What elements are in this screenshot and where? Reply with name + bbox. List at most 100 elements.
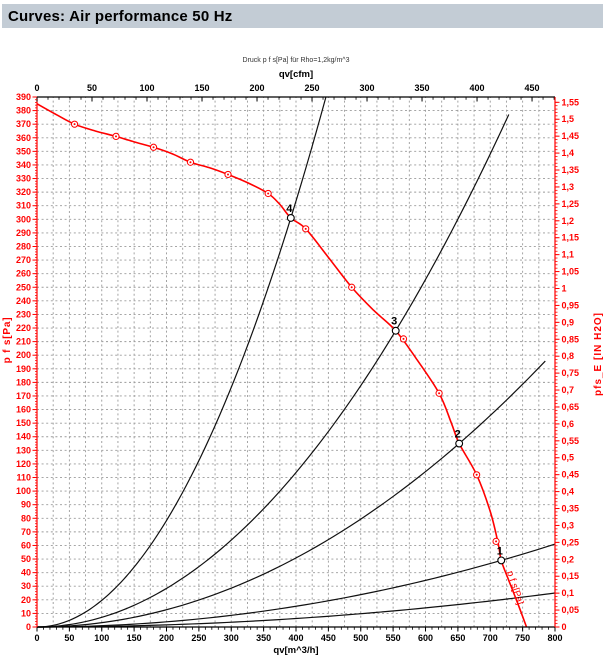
svg-text:1,15: 1,15 <box>562 233 580 243</box>
svg-text:300: 300 <box>16 214 31 224</box>
svg-text:330: 330 <box>16 174 31 184</box>
svg-text:0,4: 0,4 <box>562 487 575 497</box>
svg-text:370: 370 <box>16 119 31 129</box>
svg-text:450: 450 <box>525 83 540 93</box>
svg-text:260: 260 <box>16 269 31 279</box>
svg-text:1,35: 1,35 <box>562 165 580 175</box>
svg-text:340: 340 <box>16 160 31 170</box>
page-title-bar: Curves: Air performance 50 Hz <box>2 4 603 28</box>
svg-text:220: 220 <box>16 323 31 333</box>
svg-text:300: 300 <box>224 633 239 643</box>
grid <box>37 97 555 627</box>
svg-text:210: 210 <box>16 337 31 347</box>
svg-text:800: 800 <box>547 633 562 643</box>
svg-text:100: 100 <box>16 486 31 496</box>
svg-text:750: 750 <box>515 633 530 643</box>
svg-text:360: 360 <box>16 133 31 143</box>
svg-text:550: 550 <box>386 633 401 643</box>
svg-text:180: 180 <box>16 377 31 387</box>
svg-text:50: 50 <box>87 83 97 93</box>
page-title: Curves: Air performance 50 Hz <box>8 7 233 25</box>
svg-text:0,35: 0,35 <box>562 504 580 514</box>
svg-text:0,75: 0,75 <box>562 368 580 378</box>
svg-text:120: 120 <box>16 459 31 469</box>
svg-text:0,6: 0,6 <box>562 419 575 429</box>
svg-text:400: 400 <box>288 633 303 643</box>
svg-text:190: 190 <box>16 364 31 374</box>
svg-text:30: 30 <box>21 581 31 591</box>
svg-text:1,55: 1,55 <box>562 97 580 107</box>
system-curve-3 <box>36 114 510 628</box>
svg-text:200: 200 <box>16 350 31 360</box>
x-axis-bottom: 0 50 100 150 200 250 300 350 400 450 500 550 600 650 7… <box>34 627 563 656</box>
svg-text:1,1: 1,1 <box>562 250 575 260</box>
svg-text:700: 700 <box>483 633 498 643</box>
svg-text:0,2: 0,2 <box>562 554 575 564</box>
svg-text:150: 150 <box>195 83 210 93</box>
svg-text:450: 450 <box>321 633 336 643</box>
svg-text:110: 110 <box>16 473 31 483</box>
svg-text:50: 50 <box>64 633 74 643</box>
svg-text:0: 0 <box>34 83 39 93</box>
svg-text:1,45: 1,45 <box>562 131 580 141</box>
operating-point-label-3: 3 <box>391 316 397 328</box>
svg-text:0,8: 0,8 <box>562 351 575 361</box>
svg-text:90: 90 <box>21 500 31 510</box>
svg-text:1,3: 1,3 <box>562 182 575 192</box>
svg-text:0,25: 0,25 <box>562 537 580 547</box>
svg-text:150: 150 <box>16 418 31 428</box>
svg-text:160: 160 <box>16 405 31 415</box>
svg-text:0: 0 <box>34 633 39 643</box>
svg-text:130: 130 <box>16 445 31 455</box>
svg-text:300: 300 <box>360 83 375 93</box>
svg-text:0,9: 0,9 <box>562 317 575 327</box>
svg-text:270: 270 <box>16 255 31 265</box>
svg-text:70: 70 <box>21 527 31 537</box>
system-curve-2 <box>36 360 546 628</box>
fan-curve: p f s[Pa] <box>36 103 528 628</box>
svg-text:0,7: 0,7 <box>562 385 575 395</box>
svg-text:350: 350 <box>415 83 430 93</box>
left-axis-title: p f s[Pa] <box>2 317 13 364</box>
svg-text:380: 380 <box>16 106 31 116</box>
svg-text:0,5: 0,5 <box>562 453 575 463</box>
svg-text:170: 170 <box>16 391 31 401</box>
y-axis-right: 0 0,05 0,1 0,15 0,2 0,25 0,3 0,35 0,4 0,45 0,5 0,55… <box>555 97 604 632</box>
svg-text:250: 250 <box>16 282 31 292</box>
svg-text:40: 40 <box>21 568 31 578</box>
chart-subtitle: Druck p f s[Pa] für Rho=1,2kg/m^3 <box>243 57 350 64</box>
svg-text:0,85: 0,85 <box>562 334 580 344</box>
svg-text:650: 650 <box>450 633 465 643</box>
svg-text:50: 50 <box>21 554 31 564</box>
operating-point-4 <box>286 213 295 222</box>
svg-text:1: 1 <box>562 283 567 293</box>
svg-text:60: 60 <box>21 540 31 550</box>
operating-points: 4 3 2 1 <box>286 203 506 565</box>
svg-text:280: 280 <box>16 241 31 251</box>
svg-text:350: 350 <box>256 633 271 643</box>
svg-text:600: 600 <box>418 633 433 643</box>
svg-text:0: 0 <box>26 622 31 632</box>
svg-text:150: 150 <box>127 633 142 643</box>
system-curve-4 <box>36 97 327 628</box>
operating-point-1 <box>497 556 506 565</box>
svg-text:500: 500 <box>353 633 368 643</box>
svg-text:200: 200 <box>250 83 265 93</box>
bottom-axis-title: qv[m^3/h] <box>273 645 318 656</box>
svg-text:1,4: 1,4 <box>562 148 575 158</box>
svg-text:230: 230 <box>16 309 31 319</box>
svg-text:1,05: 1,05 <box>562 267 580 277</box>
svg-text:80: 80 <box>21 513 31 523</box>
svg-text:350: 350 <box>16 146 31 156</box>
svg-text:390: 390 <box>16 92 31 102</box>
svg-text:0: 0 <box>562 622 567 632</box>
operating-point-label-4: 4 <box>286 203 293 215</box>
svg-text:290: 290 <box>16 228 31 238</box>
svg-text:1,2: 1,2 <box>562 216 575 226</box>
svg-text:200: 200 <box>159 633 174 643</box>
fan-curve-path <box>36 103 528 628</box>
svg-text:10: 10 <box>21 608 31 618</box>
svg-text:1,5: 1,5 <box>562 114 575 124</box>
